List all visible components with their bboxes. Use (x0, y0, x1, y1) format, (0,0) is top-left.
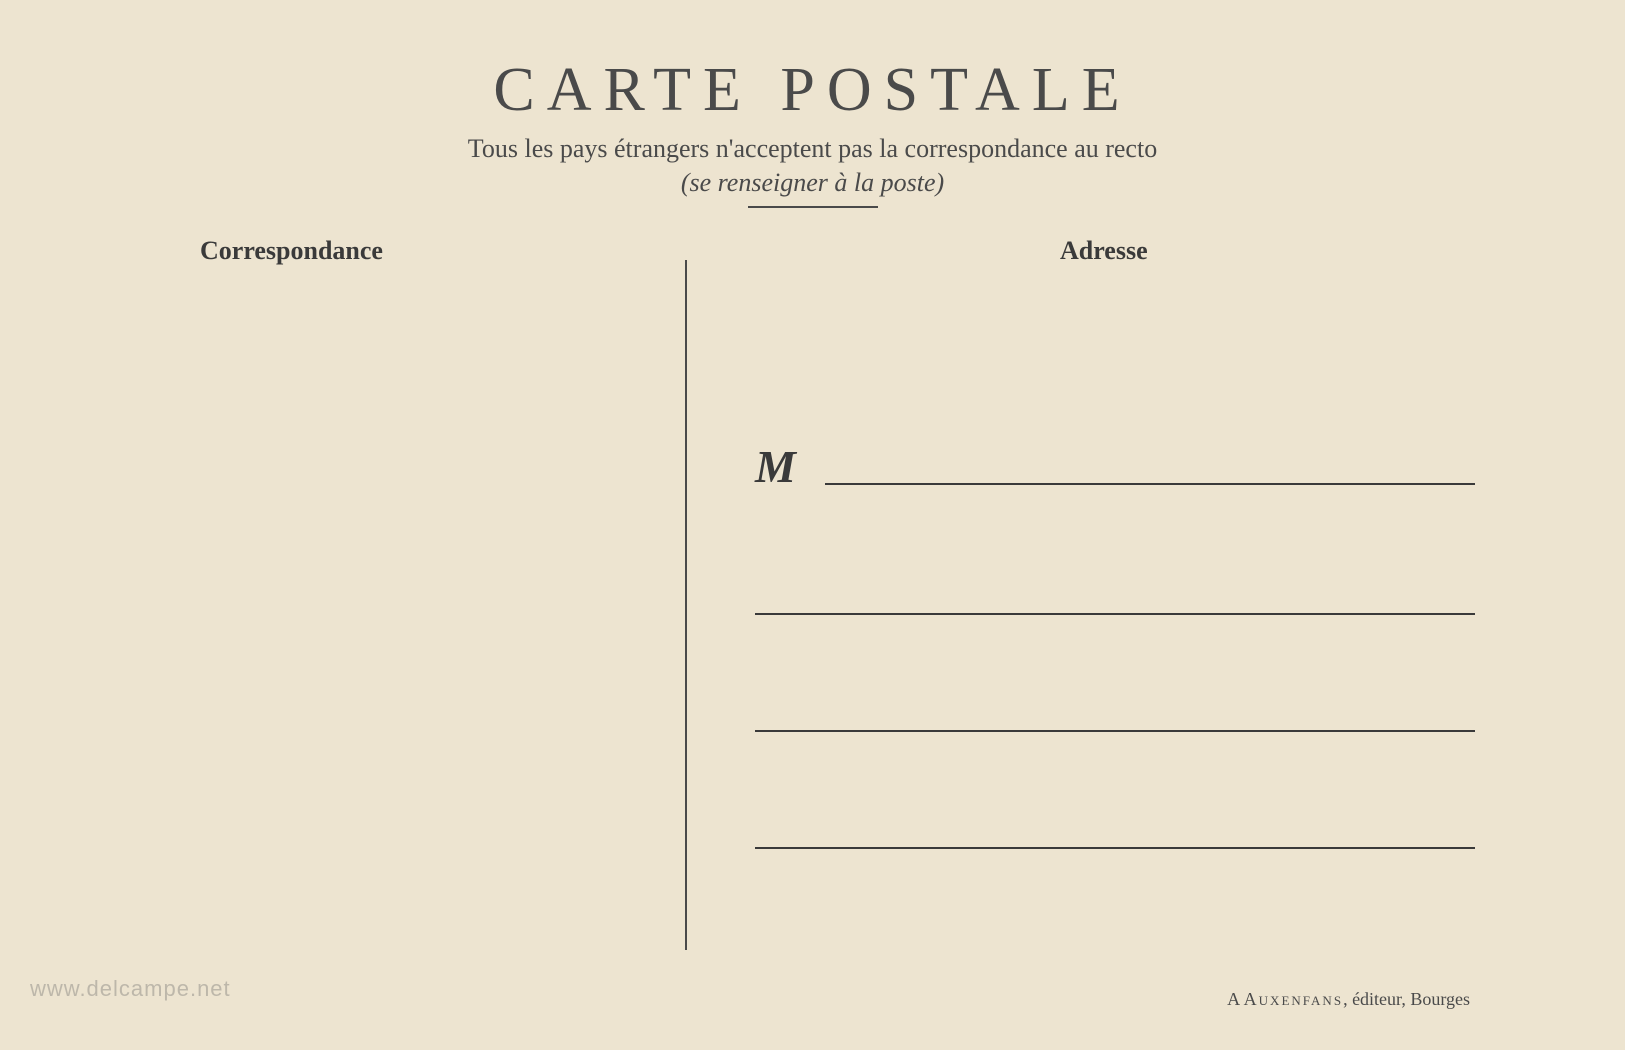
address-line-1 (755, 613, 1475, 615)
vertical-divider (685, 260, 687, 950)
publisher-credit: A Auxenfans, éditeur, Bourges (1227, 989, 1470, 1010)
recipient-name-line: M (755, 440, 1475, 493)
address-line-3 (755, 847, 1475, 849)
watermark: www.delcampe.net (30, 976, 231, 1002)
postcard-subtitle: Tous les pays étrangers n'acceptent pas … (0, 134, 1625, 164)
publisher-initial: A (1227, 989, 1239, 1009)
m-prefix: M (755, 440, 796, 493)
publisher-name: Auxenfans (1244, 989, 1343, 1009)
name-underline (825, 483, 1475, 485)
address-section: M (755, 440, 1475, 964)
adresse-label: Adresse (1060, 236, 1148, 266)
postcard-instruction: (se renseigner à la poste) (0, 168, 1625, 198)
publisher-role: éditeur (1352, 989, 1401, 1009)
postcard-back: CARTE POSTALE Tous les pays étrangers n'… (0, 0, 1625, 1050)
section-labels-row: Correspondance Adresse (0, 236, 1625, 276)
publisher-city: Bourges (1410, 989, 1470, 1009)
correspondance-label: Correspondance (200, 236, 383, 266)
address-line-2 (755, 730, 1475, 732)
header-underline (748, 206, 878, 208)
postcard-title: CARTE POSTALE (0, 55, 1625, 126)
